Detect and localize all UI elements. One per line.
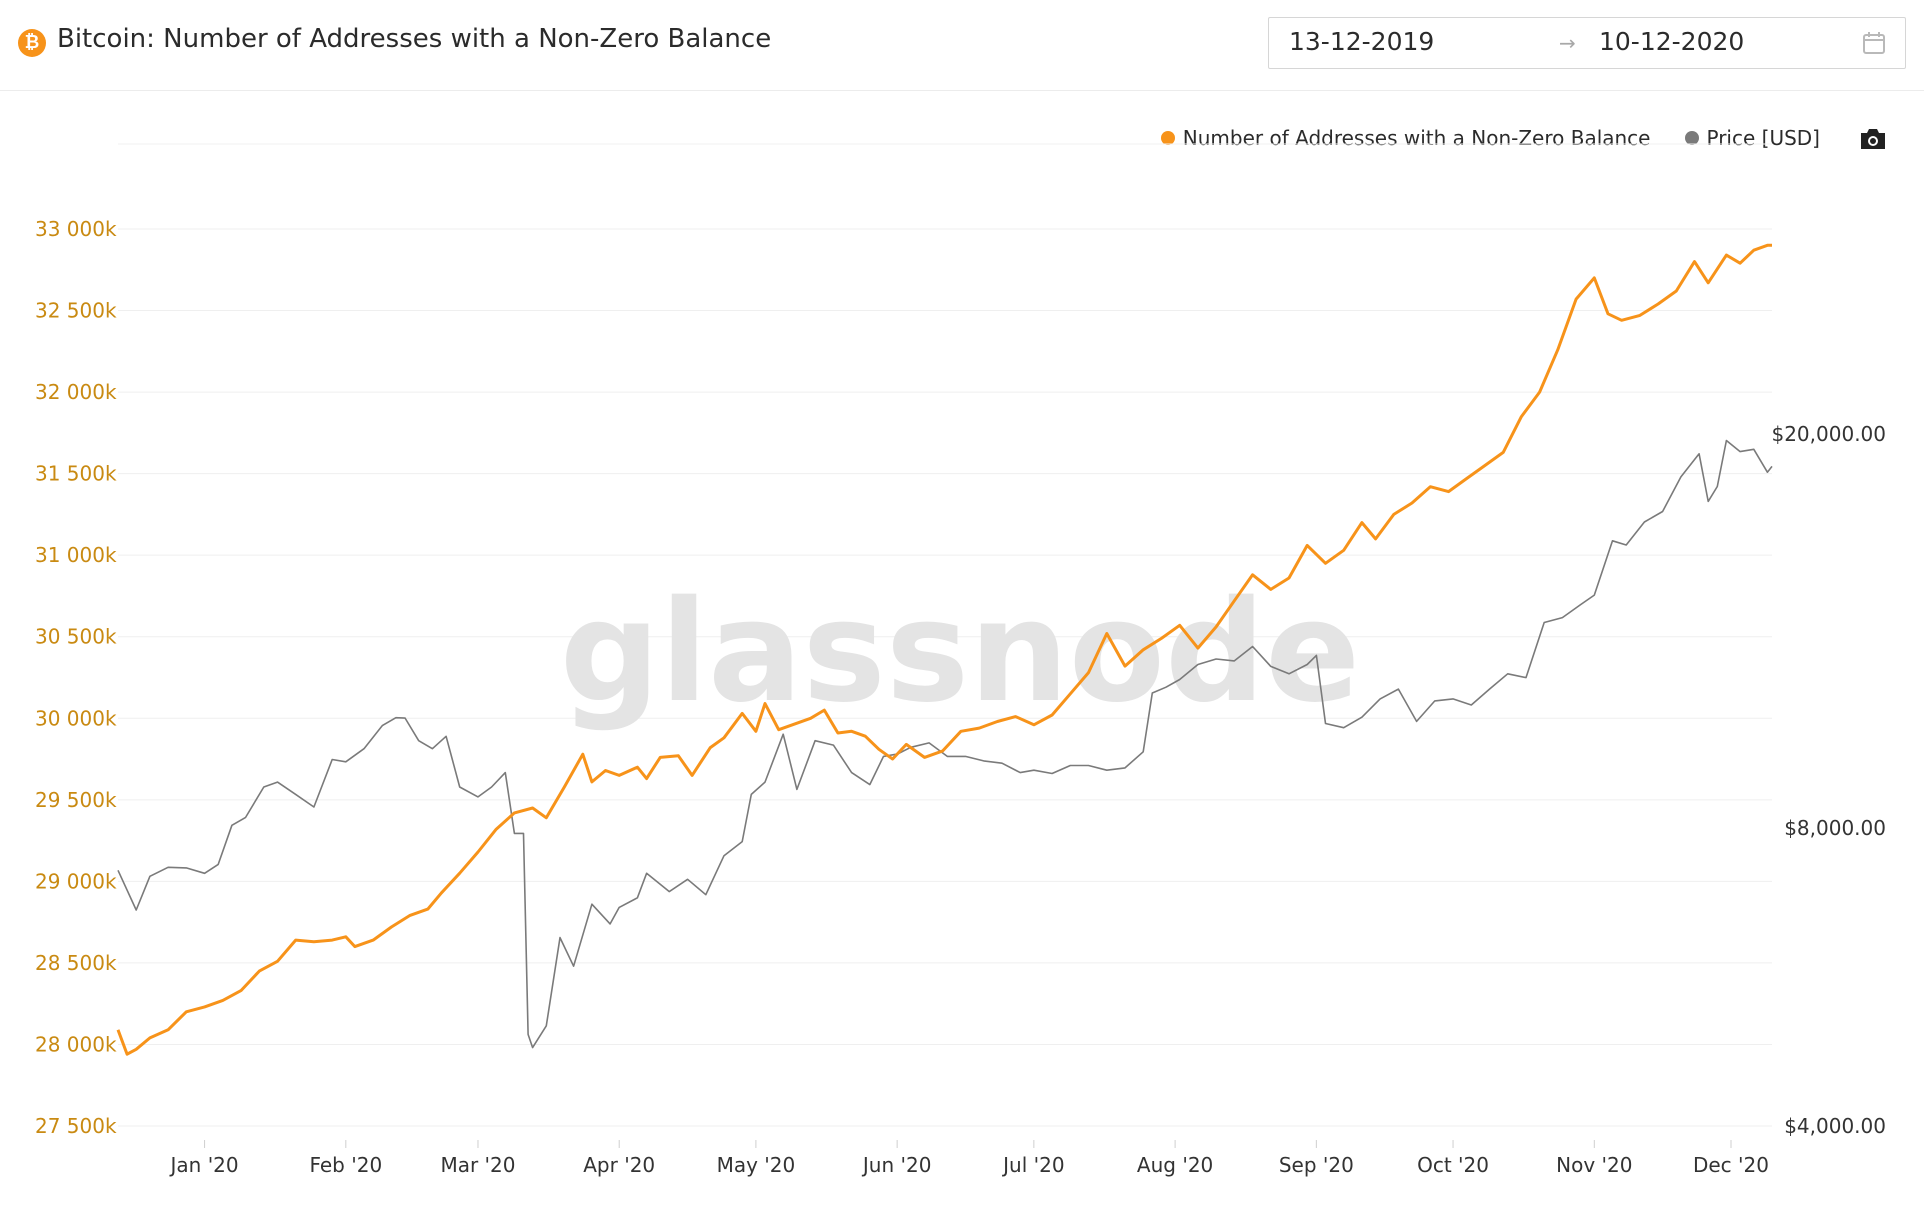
- legend-item-addresses[interactable]: Number of Addresses with a Non-Zero Bala…: [1160, 126, 1651, 150]
- x-tick-label: Jun '20: [861, 1153, 932, 1177]
- chart-header: ₿ Bitcoin: Number of Addresses with a No…: [0, 0, 1924, 91]
- y-right-tick-label: $4,000.00: [1784, 1114, 1886, 1138]
- y-left-tick-label: 31 000k: [35, 543, 117, 567]
- x-tick-label: Aug '20: [1137, 1153, 1213, 1177]
- y-left-tick-label: 30 500k: [35, 625, 117, 649]
- y-left-tick-label: 27 500k: [35, 1114, 117, 1138]
- date-end-input[interactable]: 10-12-2020: [1599, 27, 1745, 56]
- legend-swatch-addresses: [1160, 131, 1175, 145]
- y-left-tick-label: 29 000k: [35, 869, 117, 893]
- legend-swatch-price: [1684, 131, 1699, 145]
- y-left-tick-label: 32 500k: [35, 299, 117, 323]
- y-left-tick-label: 30 000k: [35, 706, 117, 730]
- date-start-input[interactable]: 13-12-2019: [1289, 27, 1435, 56]
- x-tick-label: Nov '20: [1556, 1153, 1632, 1177]
- x-tick-label: Feb '20: [309, 1153, 382, 1177]
- x-tick-label: Sep '20: [1279, 1153, 1354, 1177]
- y-left-tick-label: 32 000k: [35, 380, 117, 404]
- legend-label-addresses: Number of Addresses with a Non-Zero Bala…: [1182, 126, 1651, 150]
- y-left-tick-label: 28 500k: [35, 951, 117, 975]
- chart-plot: glassnode 27 500k 28 000k 28 500k 29 000k 29…: [35, 143, 1886, 1177]
- x-tick-label: Jul '20: [1001, 1153, 1064, 1177]
- arrow-right-icon: →: [1559, 31, 1576, 55]
- legend-item-price[interactable]: Price [USD]: [1684, 126, 1821, 150]
- y-left-tick-label: 28 000k: [35, 1032, 117, 1056]
- series-line-price: [117, 439, 1773, 1049]
- page-title: Bitcoin: Number of Addresses with a Non-…: [57, 24, 772, 54]
- bitcoin-icon: ₿: [18, 29, 46, 57]
- x-tick-label: Apr '20: [583, 1153, 655, 1177]
- y-axis-right: $4,000.00 $8,000.00 $20,000.00: [1771, 422, 1886, 1138]
- chart-legend: Number of Addresses with a Non-Zero Bala…: [1127, 126, 1820, 150]
- date-range-picker[interactable]: 13-12-2019 → 10-12-2020: [1268, 17, 1906, 69]
- x-tick-label: Mar '20: [440, 1153, 515, 1177]
- y-left-tick-label: 29 500k: [35, 788, 117, 812]
- y-left-tick-label: 31 500k: [35, 462, 117, 486]
- x-tick-label: Jan '20: [169, 1153, 239, 1177]
- watermark-text: glassnode: [560, 571, 1360, 734]
- x-axis: Jan '20 Feb '20 Mar '20 Apr '20 May '20 Jun '…: [169, 1140, 1769, 1177]
- x-tick-label: Dec '20: [1693, 1153, 1769, 1177]
- grid-layer: [118, 143, 1772, 1127]
- camera-icon[interactable]: [1858, 126, 1888, 152]
- x-tick-label: May '20: [717, 1153, 796, 1177]
- y-right-tick-label: $8,000.00: [1784, 816, 1886, 840]
- x-tick-label: Oct '20: [1417, 1153, 1489, 1177]
- calendar-icon[interactable]: [1861, 30, 1887, 56]
- series-line-addresses: [116, 243, 1772, 1056]
- legend-label-price: Price [USD]: [1706, 126, 1821, 150]
- y-right-tick-label: $20,000.00: [1771, 422, 1886, 446]
- y-left-tick-label: 33 000k: [35, 217, 117, 241]
- y-axis-left: 27 500k 28 000k 28 500k 29 000k 29 500k 30 00…: [35, 217, 117, 1138]
- series-layer: [116, 243, 1773, 1056]
